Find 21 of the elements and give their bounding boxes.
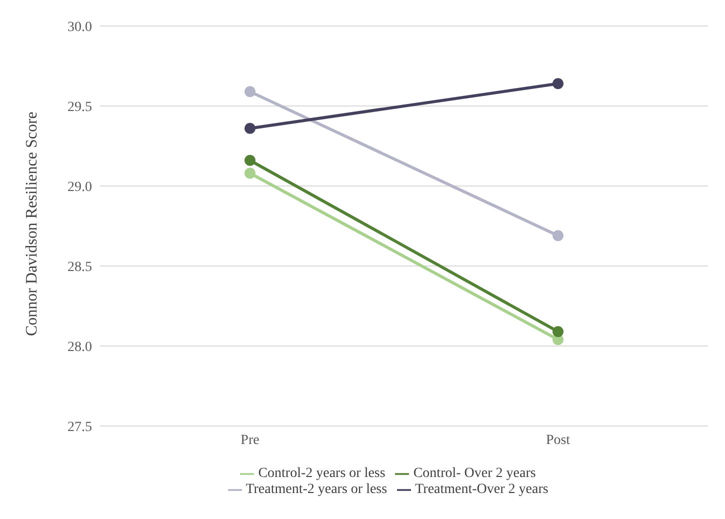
point	[552, 334, 564, 346]
x-tick-label: Post	[546, 432, 570, 448]
y-tick-label: 29.5	[68, 100, 92, 115]
y-tick-label: 27.5	[68, 420, 92, 435]
point	[552, 230, 564, 242]
legend-label: Treatment-Over 2 years	[415, 482, 548, 497]
y-tick-label: 28.0	[68, 340, 92, 355]
y-tick-label: 28.5	[68, 260, 92, 275]
point	[244, 122, 256, 134]
y-tick-label: 29.0	[68, 180, 92, 195]
point	[244, 86, 256, 98]
y-axis-title: Connor Davidson Resilience Score	[24, 112, 41, 336]
x-tick-label: Pre	[240, 432, 260, 448]
point	[552, 78, 564, 90]
point	[244, 168, 256, 179]
legend-label: Control-2 years or less	[258, 466, 386, 481]
y-tick-label: 30.0	[68, 20, 92, 35]
legend-label: Treatment-2 years or less	[246, 482, 388, 497]
legend-label: Control- Over 2 years	[413, 466, 536, 481]
point	[552, 326, 564, 338]
point	[244, 154, 256, 166]
